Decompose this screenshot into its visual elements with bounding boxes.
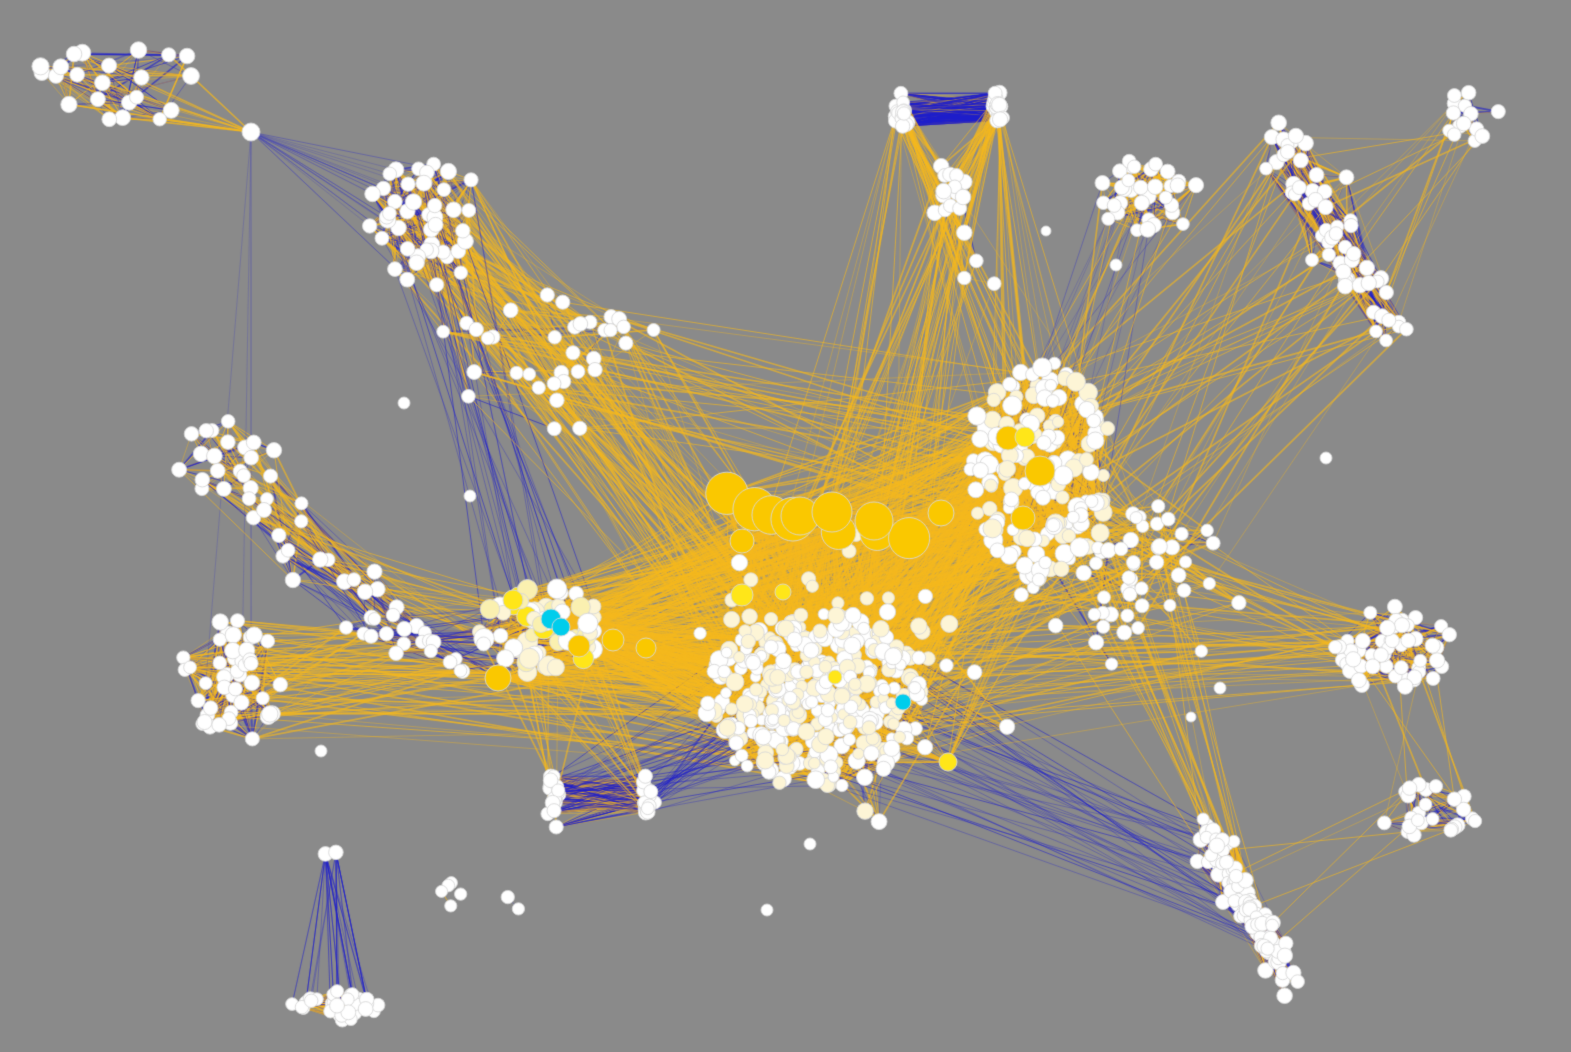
graph-canvas[interactable] [0,0,1571,1052]
network-graph-visualization [0,0,1571,1052]
